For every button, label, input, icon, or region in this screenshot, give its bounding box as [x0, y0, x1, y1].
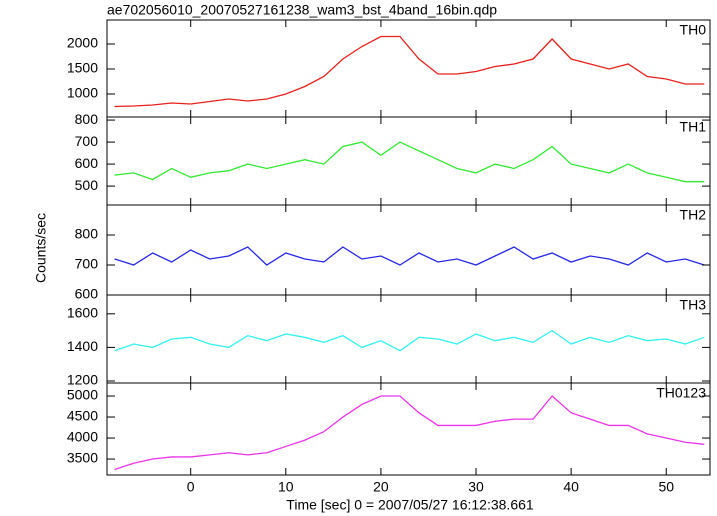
y-tick-label: 1000 — [67, 85, 98, 101]
y-tick-label: 1600 — [67, 305, 98, 321]
y-axis-label: Counts/sec — [33, 213, 49, 283]
y-tick-label: 4000 — [67, 429, 98, 445]
data-line — [114, 395, 705, 471]
x-tick-label: 50 — [658, 479, 674, 495]
y-tick-label: 700 — [75, 256, 99, 272]
y-tick-label: 600 — [75, 286, 99, 302]
x-tick-label: 10 — [278, 479, 294, 495]
y-tick-label: 800 — [75, 111, 99, 127]
y-tick-label: 5000 — [67, 387, 98, 403]
x-tick-label: 30 — [468, 479, 484, 495]
y-tick-label: 4500 — [67, 408, 98, 424]
x-axis-label: Time [sec] 0 = 2007/05/27 16:12:38.661 — [286, 497, 534, 513]
y-tick-label: 700 — [75, 133, 99, 149]
y-tick-label: 2000 — [67, 35, 98, 51]
y-tick-label: 600 — [75, 155, 99, 171]
panel-frame — [106, 204, 711, 296]
x-tick-label: 20 — [373, 479, 389, 495]
data-line — [114, 35, 705, 108]
panel-frame — [106, 382, 711, 476]
y-tick-label: 1200 — [67, 372, 98, 388]
chart-title: ae702056010_20070527161238_wam3_bst_4ban… — [107, 2, 497, 18]
panel-label: TH3 — [680, 297, 707, 313]
data-line — [114, 246, 705, 266]
y-tick-label: 1500 — [67, 60, 98, 76]
panel-label: TH2 — [680, 207, 707, 223]
panel-frame — [106, 116, 711, 206]
x-tick-label: 40 — [563, 479, 579, 495]
y-tick-label: 500 — [75, 177, 99, 193]
data-line — [114, 141, 705, 183]
y-tick-label: 1400 — [67, 338, 98, 354]
y-tick-label: 800 — [75, 226, 99, 242]
panel-label: TH0123 — [656, 385, 706, 401]
panel-label: TH0 — [680, 22, 707, 38]
y-tick-label: 3500 — [67, 450, 98, 466]
x-tick-label: 0 — [187, 479, 195, 495]
data-line — [114, 329, 705, 352]
panel-frame — [106, 19, 711, 118]
panel-label: TH1 — [680, 119, 707, 135]
